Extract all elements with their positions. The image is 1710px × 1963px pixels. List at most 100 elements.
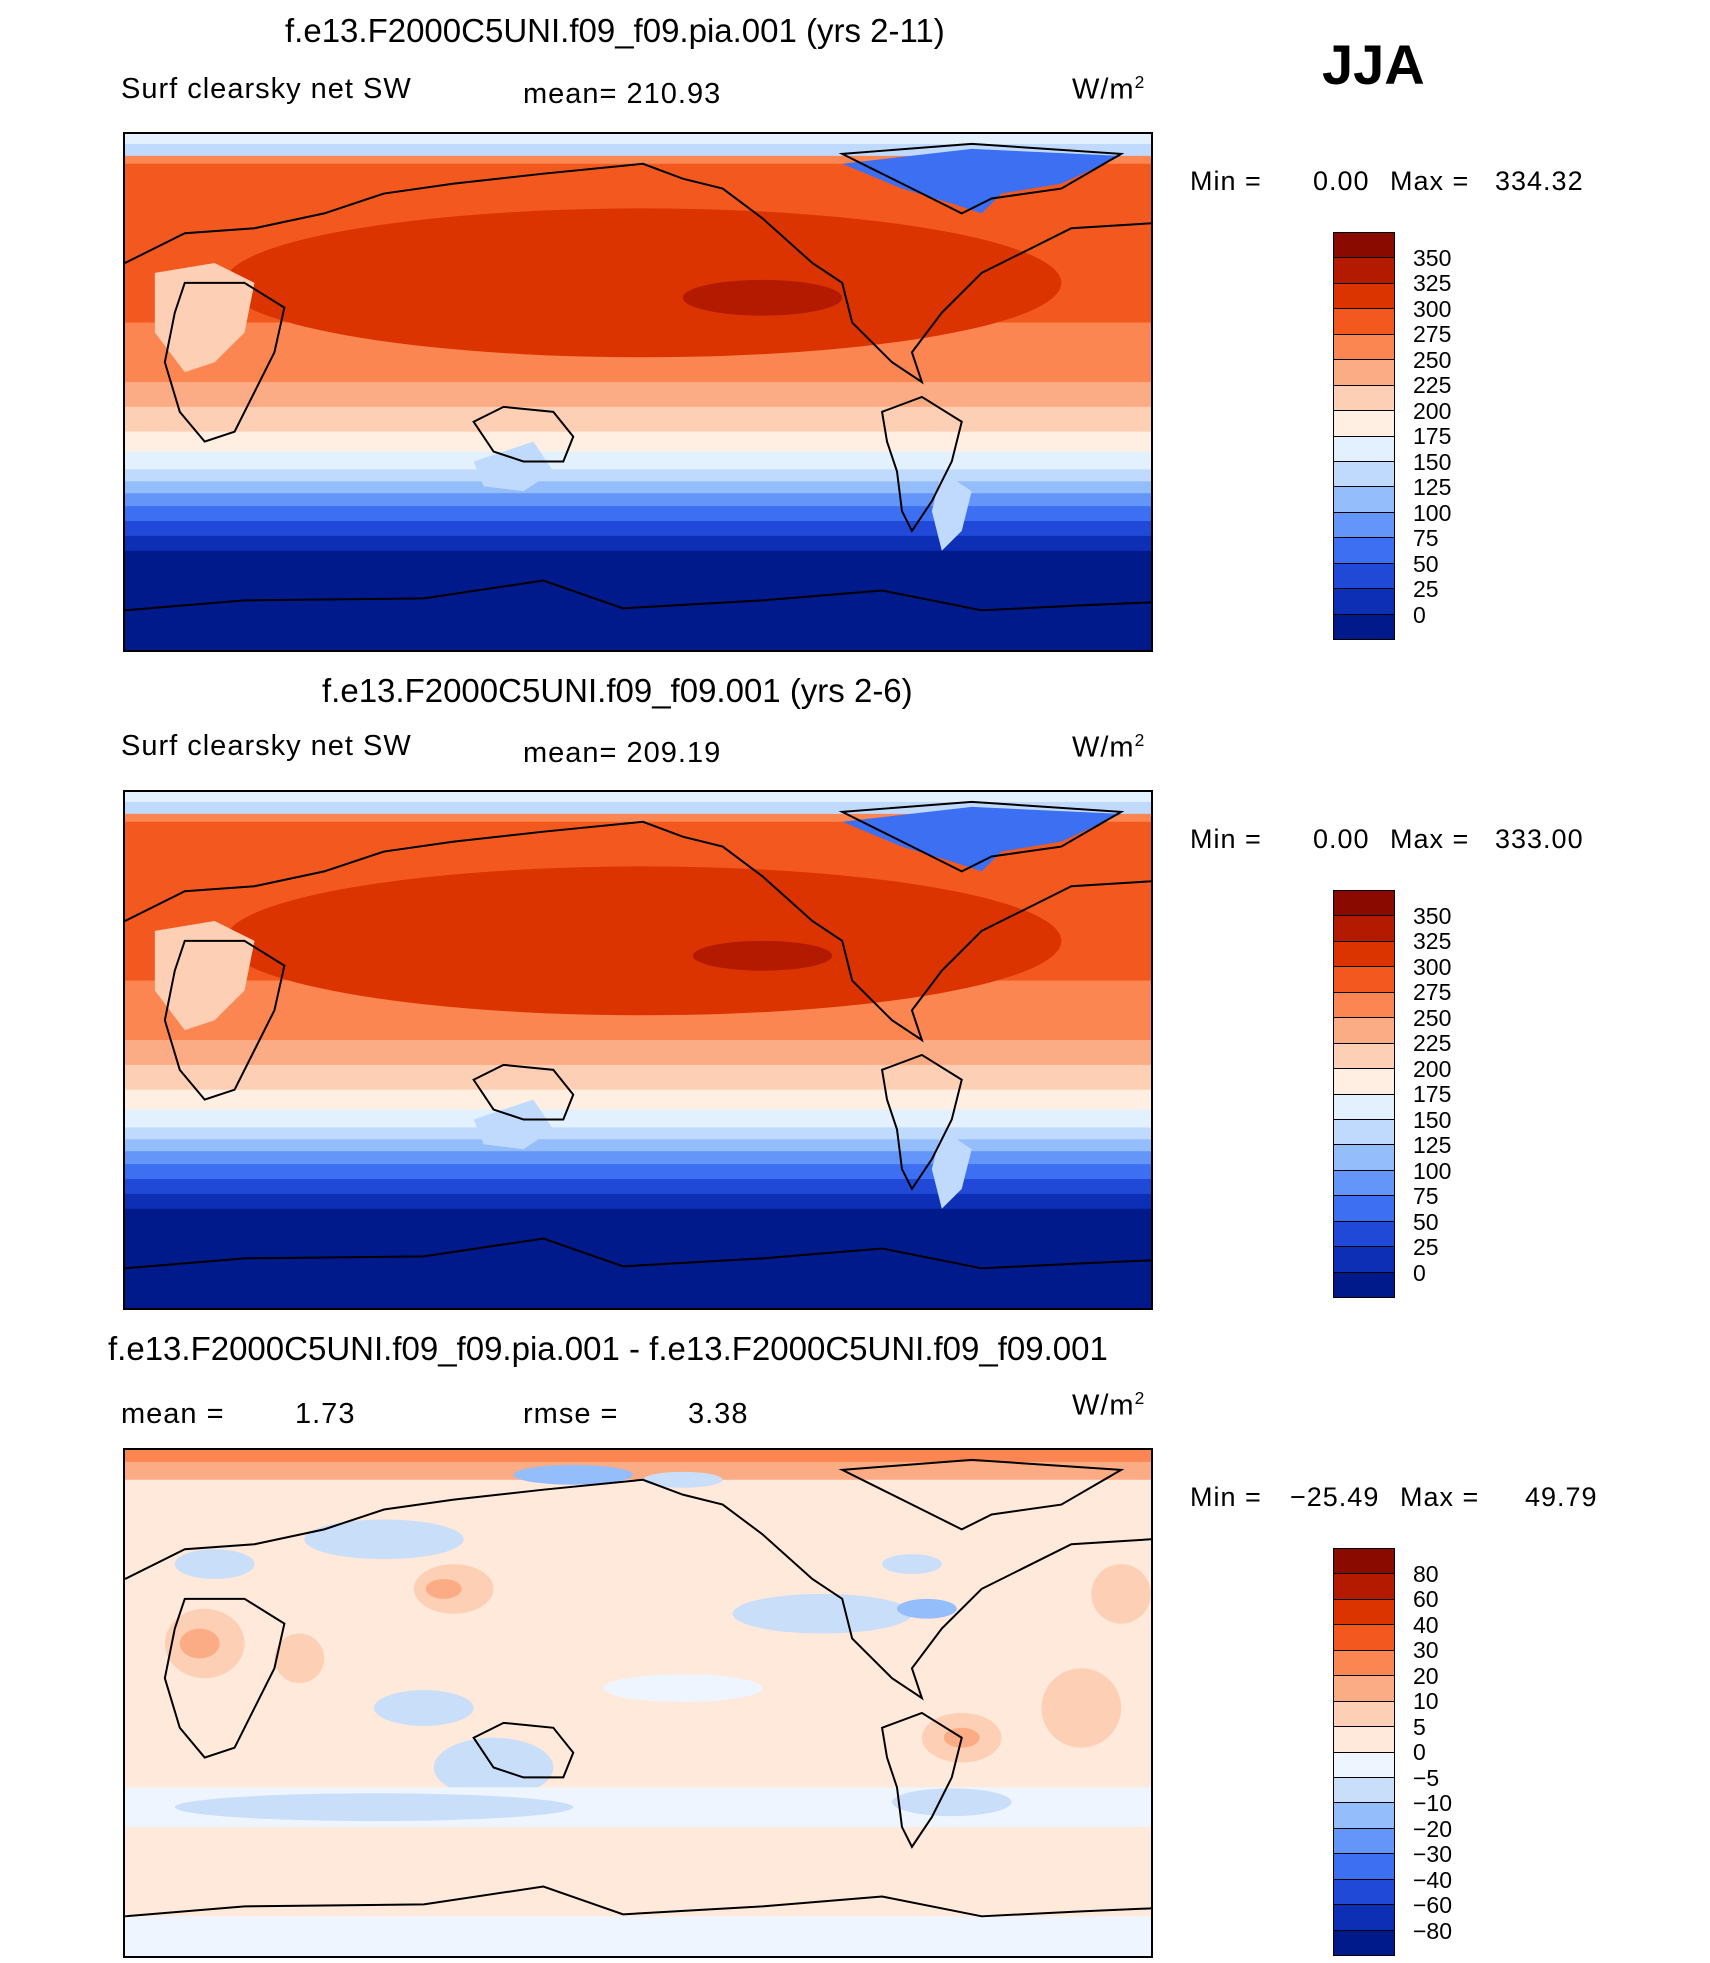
colorbar-segment — [1334, 1068, 1394, 1094]
colorbar-tick-label: 275 — [1413, 979, 1452, 1005]
colorbar-tick-label: 175 — [1413, 423, 1452, 449]
panel2-map — [123, 790, 1153, 1310]
colorbar-tick-label: 225 — [1413, 372, 1452, 398]
colorbar-tick-label: 225 — [1413, 1030, 1452, 1056]
panel3-map-svg — [125, 1450, 1151, 1956]
panel3-mean-label: mean = — [121, 1398, 225, 1430]
colorbar-segment — [1334, 410, 1394, 436]
colorbar-tick-label: 5 — [1413, 1713, 1426, 1740]
panel1-units: W/m2 — [1072, 72, 1145, 107]
colorbar-segment — [1334, 1726, 1394, 1752]
colorbar-tick-label: 125 — [1413, 474, 1452, 500]
colorbar-segment — [1334, 588, 1394, 614]
panel2-min-label: Min = — [1190, 824, 1262, 854]
colorbar-tick-label: 50 — [1413, 1208, 1439, 1235]
colorbar-segment — [1334, 1649, 1394, 1676]
colorbar-segment — [1334, 257, 1394, 283]
colorbar-segment — [1334, 1929, 1394, 1955]
colorbar-tick-label: 150 — [1413, 1106, 1452, 1133]
colorbar-segment — [1334, 1246, 1394, 1272]
colorbar-tick-label: 75 — [1413, 525, 1439, 551]
panel1-max-value: 334.32 — [1495, 166, 1584, 196]
panel1-title: f.e13.F2000C5UNI.f09_f09.pia.001 (yrs 2-… — [285, 12, 945, 49]
panel3-max-label: Max = — [1400, 1482, 1480, 1512]
colorbar-tick-label: −20 — [1413, 1815, 1453, 1842]
colorbar-segment — [1334, 1220, 1394, 1247]
panel3-min-value: −25.49 — [1290, 1482, 1380, 1512]
panel3-mean-value: 1.73 — [295, 1398, 356, 1430]
panel3-colorbar — [1333, 1548, 1395, 1956]
colorbar-segment — [1334, 966, 1394, 992]
colorbar-tick-label: −40 — [1413, 1866, 1453, 1893]
colorbar-tick-label: 60 — [1413, 1586, 1439, 1612]
colorbar-tick-label: 40 — [1413, 1611, 1439, 1638]
units-exp: 2 — [1134, 730, 1146, 750]
colorbar-segment — [1334, 384, 1394, 411]
panel2-title: f.e13.F2000C5UNI.f09_f09.001 (yrs 2-6) — [322, 672, 913, 709]
colorbar-tick-label: 325 — [1413, 270, 1452, 296]
colorbar-segment — [1334, 1017, 1394, 1043]
colorbar-tick-label: 75 — [1413, 1183, 1439, 1209]
colorbar-segment — [1334, 613, 1394, 639]
colorbar-tick-label: 175 — [1413, 1081, 1452, 1107]
colorbar-segment — [1334, 1195, 1394, 1221]
colorbar-tick-label: −80 — [1413, 1917, 1453, 1944]
colorbar-tick-label: 200 — [1413, 397, 1452, 424]
colorbar-segment — [1334, 1853, 1394, 1879]
colorbar-segment — [1334, 1827, 1394, 1854]
colorbar-tick-label: 50 — [1413, 550, 1439, 577]
colorbar-tick-label: 125 — [1413, 1132, 1452, 1158]
colorbar-tick-label: 0 — [1413, 601, 1426, 628]
colorbar-segment — [1334, 1573, 1394, 1599]
colorbar-tick-label: 0 — [1413, 1259, 1426, 1286]
colorbar-segment — [1334, 1878, 1394, 1905]
colorbar-tick-label: 80 — [1413, 1560, 1439, 1587]
units-base: W/m — [1072, 73, 1135, 106]
units-base: W/m — [1072, 731, 1135, 764]
panel2-max-value: 333.00 — [1495, 824, 1584, 854]
panel2-colorbar — [1333, 890, 1395, 1298]
colorbar-segment — [1334, 308, 1394, 334]
units-exp: 2 — [1134, 1388, 1146, 1408]
panel1-map-svg — [125, 134, 1151, 650]
colorbar-tick-label: 275 — [1413, 321, 1452, 347]
panel1-mean: mean= 210.93 — [523, 78, 722, 110]
units-exp: 2 — [1134, 72, 1146, 92]
colorbar-segment — [1334, 537, 1394, 563]
colorbar-tick-label: 150 — [1413, 448, 1452, 475]
colorbar-tick-label: 200 — [1413, 1055, 1452, 1082]
colorbar-segment — [1334, 359, 1394, 385]
colorbar-segment — [1334, 511, 1394, 538]
colorbar-segment — [1334, 1624, 1394, 1650]
colorbar-segment — [1334, 282, 1394, 309]
colorbar-segment — [1334, 991, 1394, 1018]
panel3-title: f.e13.F2000C5UNI.f09_f09.pia.001 - f.e13… — [108, 1330, 1108, 1367]
units-base: W/m — [1072, 1389, 1135, 1422]
colorbar-tick-label: 350 — [1413, 244, 1452, 271]
colorbar-segment — [1334, 1598, 1394, 1625]
colorbar-segment — [1334, 891, 1394, 916]
colorbar-tick-label: 250 — [1413, 1004, 1452, 1031]
season-label: JJA — [1322, 33, 1425, 96]
panel3-rmse-label: rmse = — [523, 1398, 619, 1430]
colorbar-segment — [1334, 233, 1394, 258]
colorbar-segment — [1334, 333, 1394, 360]
colorbar-tick-label: 20 — [1413, 1662, 1439, 1689]
colorbar-segment — [1334, 1802, 1394, 1828]
colorbar-segment — [1334, 940, 1394, 967]
panel3-map — [123, 1448, 1153, 1958]
colorbar-segment — [1334, 1271, 1394, 1297]
colorbar-tick-label: 10 — [1413, 1688, 1439, 1714]
colorbar-segment — [1334, 1751, 1394, 1777]
panel1-variable: Surf clearsky net SW — [121, 73, 412, 105]
colorbar-tick-label: 100 — [1413, 1157, 1452, 1184]
panel1-colorbar — [1333, 232, 1395, 640]
panel2-mean: mean= 209.19 — [523, 737, 722, 769]
panel3-min-label: Min = — [1190, 1482, 1262, 1512]
colorbar-segment — [1334, 486, 1394, 512]
colorbar-segment — [1334, 1904, 1394, 1930]
panel1-map — [123, 132, 1153, 652]
colorbar-segment — [1334, 1144, 1394, 1170]
panel3-max-value: 49.79 — [1525, 1482, 1598, 1512]
colorbar-tick-label: 350 — [1413, 902, 1452, 929]
